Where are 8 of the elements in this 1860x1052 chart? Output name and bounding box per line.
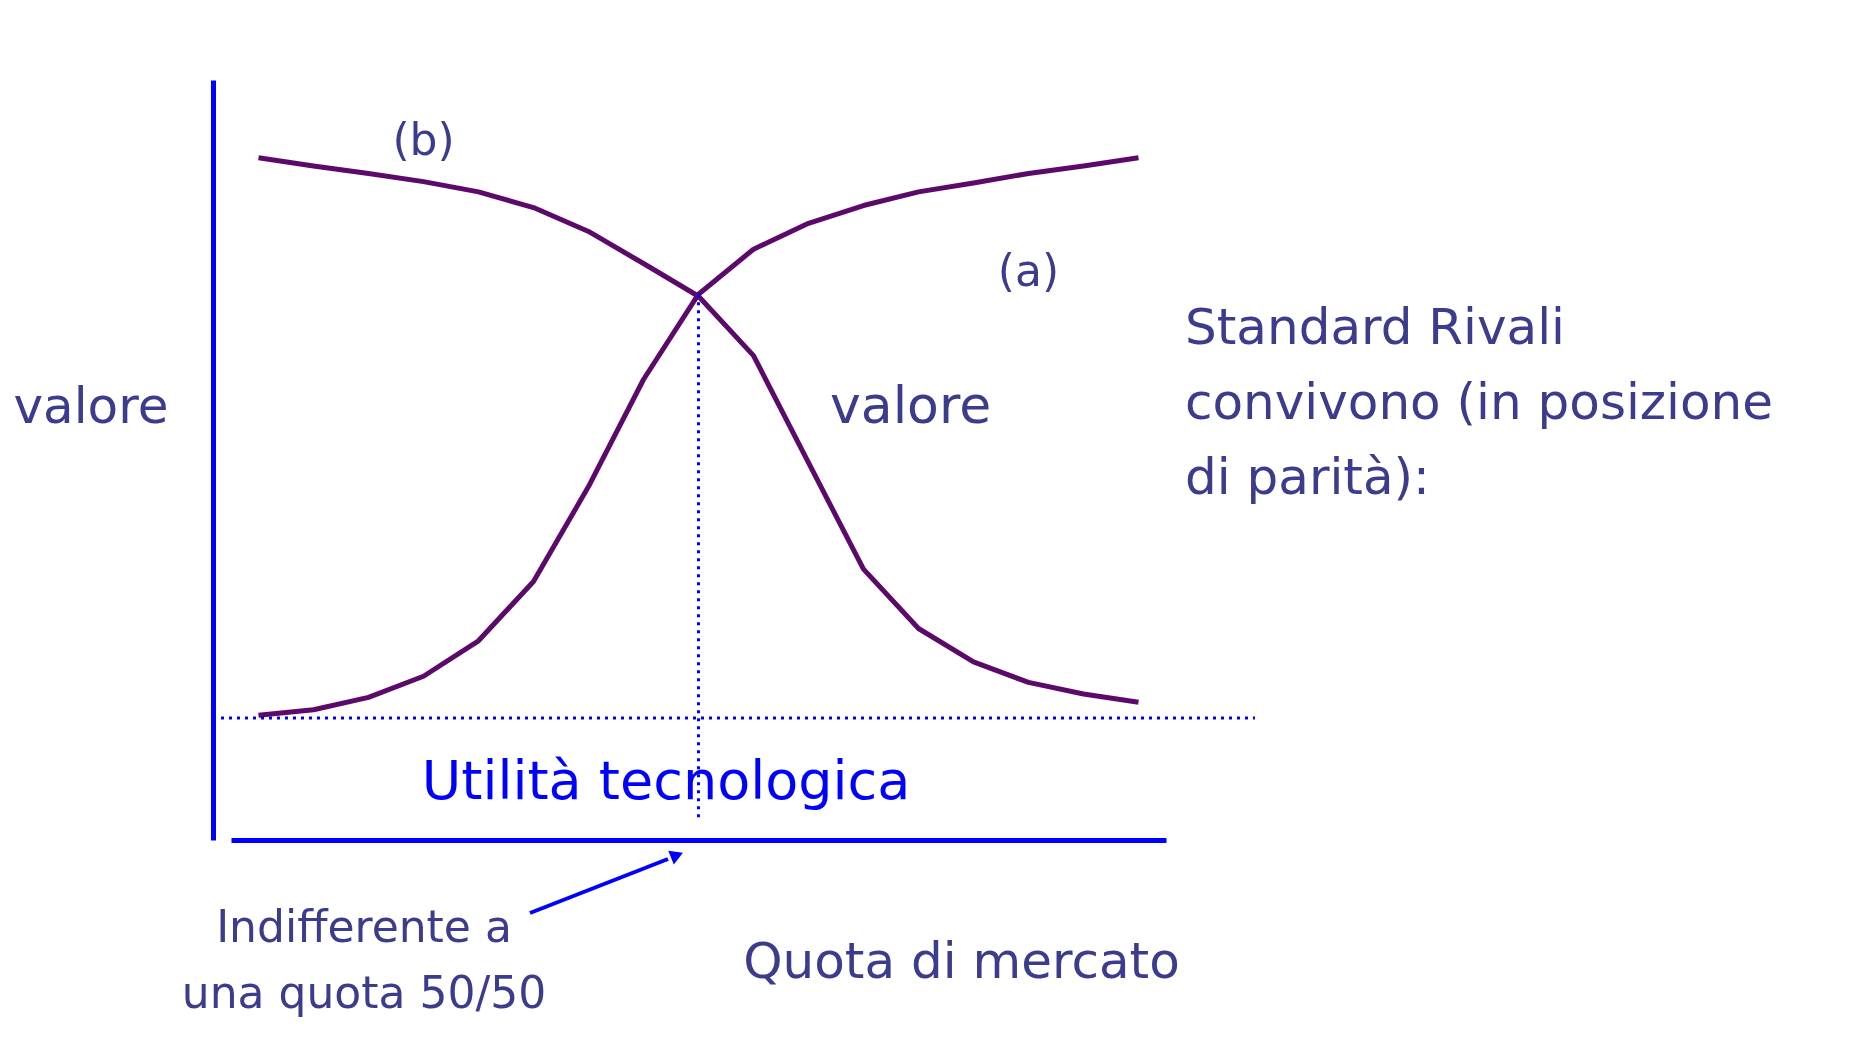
annotation: valore — [830, 375, 992, 435]
text: Standard Rivali convivono (in posizione di parità): — [1185, 298, 1774, 506]
series-label: (a) — [997, 245, 1060, 297]
text: Indifferente a una quota 50/50 — [181, 901, 547, 1018]
x-axis-title: Quota di mercato — [743, 931, 1180, 990]
y-axis-title: valore — [13, 376, 169, 435]
ref-line-label: Utilità tecnologica — [421, 749, 911, 812]
series-label: (b) — [392, 113, 455, 165]
